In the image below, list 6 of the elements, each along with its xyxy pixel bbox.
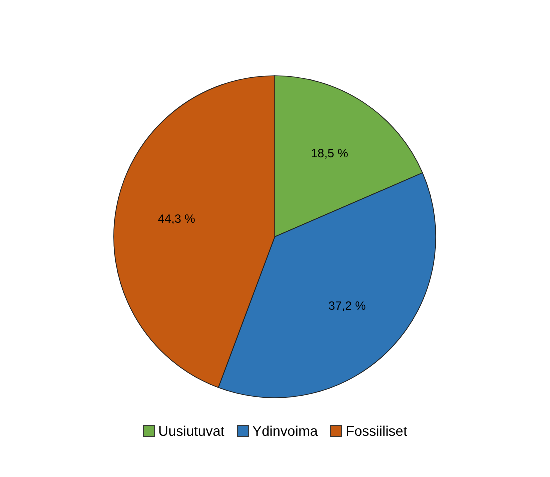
data-label: 37,2 %	[328, 298, 366, 313]
legend-label: Uusiutuvat	[158, 423, 225, 439]
legend-label: Fossiiliset	[345, 423, 408, 439]
legend-label: Ydinvoima	[252, 423, 318, 439]
data-label: 44,3 %	[158, 212, 196, 226]
data-label: 18,5 %	[311, 146, 349, 161]
